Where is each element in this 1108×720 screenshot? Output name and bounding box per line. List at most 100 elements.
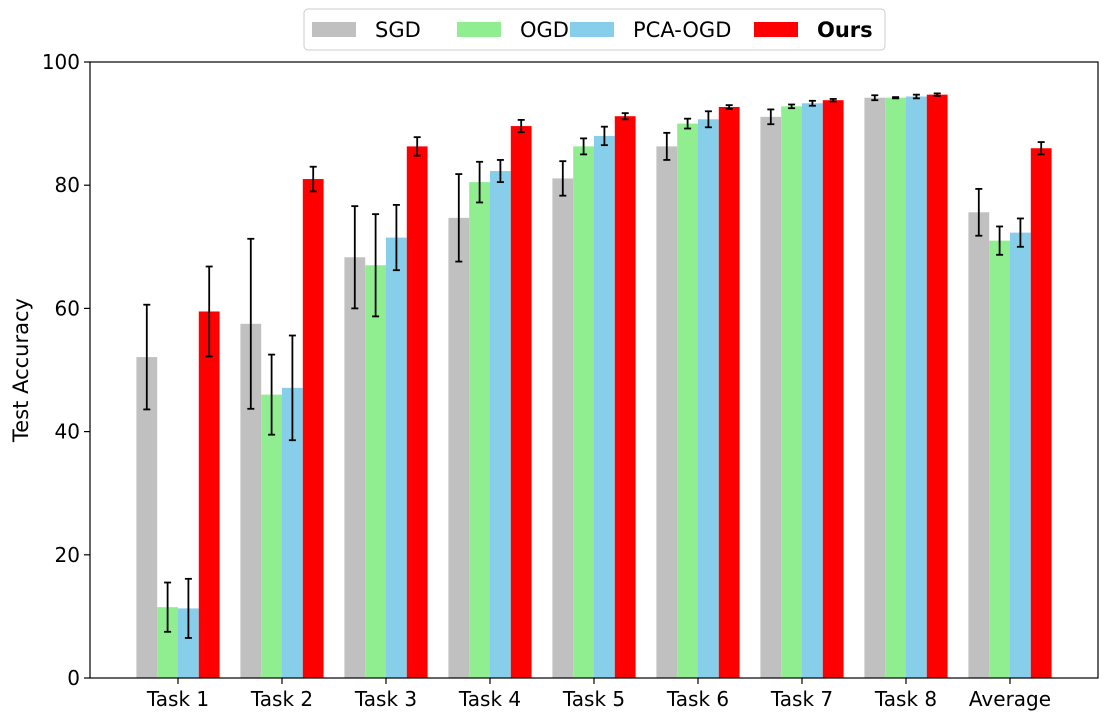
bar-ogd-task-2 (261, 394, 282, 678)
bar-pca-ogd-task-2 (282, 387, 303, 678)
error-bar-sgd-task-4 (455, 173, 463, 263)
bar-ours-average (1030, 148, 1052, 679)
error-bar-ours-task-3 (413, 136, 421, 157)
error-bar-pca-ogd-task-5 (600, 125, 608, 147)
bar-ogd-task-8 (885, 97, 906, 678)
error-bar-ogd-task-8 (892, 96, 900, 100)
bar-sgd-task-5 (552, 178, 574, 678)
bar-pca-ogd-average (1010, 232, 1031, 678)
legend-entry-ours: Ours (754, 18, 873, 42)
bar-sgd-task-7 (760, 116, 782, 679)
bar-ogd-task-7 (781, 106, 802, 679)
error-bar-ours-task-5 (621, 112, 629, 121)
error-bar-sgd-task-1 (143, 303, 151, 411)
bar-sgd-task-2 (240, 323, 262, 678)
bar-ogd-task-4 (469, 182, 490, 678)
error-bar-ogd-average (996, 225, 1004, 256)
bar-sgd-task-6 (656, 146, 678, 679)
error-bar-pca-ogd-task-6 (704, 110, 712, 129)
error-bar-sgd-task-3 (351, 205, 359, 310)
error-bar-sgd-task-8 (871, 94, 879, 102)
bar-ours-task-6 (718, 106, 740, 678)
bar-ours-task-2 (302, 179, 324, 679)
error-bar-pca-ogd-task-8 (912, 93, 920, 100)
bar-ogd-task-3 (365, 265, 386, 678)
y-tick-label: 20 (55, 543, 80, 567)
legend-entry-ogd: OGD (457, 18, 569, 42)
bar-sgd-task-4 (448, 217, 470, 678)
y-axis-title: Test Accuracy (9, 298, 33, 443)
bar-ours-task-1 (198, 311, 220, 678)
bar-ours-task-7 (822, 100, 844, 678)
error-bars-layer (143, 92, 1045, 639)
error-bar-ogd-task-3 (372, 213, 380, 318)
error-bar-pca-ogd-average (1016, 217, 1024, 248)
error-bar-ogd-task-1 (164, 581, 172, 633)
bar-pca-ogd-task-3 (386, 237, 407, 678)
legend-swatch-ogd (457, 22, 501, 37)
legend-label-ogd: OGD (520, 18, 569, 42)
bars-layer (136, 94, 1052, 679)
x-tick-label: Task 3 (354, 687, 417, 711)
error-bar-sgd-average (975, 187, 983, 237)
error-bar-pca-ogd-task-1 (184, 577, 192, 639)
bar-pca-ogd-task-8 (906, 96, 927, 679)
legend-swatch-ours (754, 22, 798, 37)
bar-sgd-average (968, 212, 990, 678)
bar-pca-ogd-task-4 (490, 171, 511, 679)
error-bar-sgd-task-2 (247, 237, 255, 410)
bar-ogd-average (989, 240, 1010, 678)
error-bar-ours-task-7 (829, 98, 837, 103)
error-bar-sgd-task-6 (663, 131, 671, 161)
error-bar-ogd-task-5 (580, 137, 588, 156)
y-tick-label: 80 (55, 173, 80, 197)
x-tick-label: Task 6 (666, 687, 729, 711)
legend-swatch-pca-ogd (570, 22, 614, 37)
bar-ours-task-3 (406, 146, 428, 679)
error-bar-pca-ogd-task-2 (288, 334, 296, 442)
error-bar-ogd-task-6 (684, 117, 692, 130)
error-bar-pca-ogd-task-3 (392, 204, 400, 272)
legend-entry-pca-ogd: PCA-OGD (570, 18, 731, 42)
bar-ogd-task-6 (677, 123, 698, 679)
error-bar-ogd-task-4 (476, 160, 484, 204)
legend-label-pca-ogd: PCA-OGD (633, 18, 731, 42)
error-bar-sgd-task-5 (559, 160, 567, 197)
bar-ogd-task-5 (573, 146, 594, 679)
error-bar-ours-task-1 (205, 265, 213, 358)
bar-pca-ogd-task-7 (802, 103, 823, 679)
x-tick-label: Task 7 (770, 687, 833, 711)
x-tick-label: Average (969, 687, 1051, 711)
y-tick-label: 0 (67, 666, 80, 690)
error-bar-ours-task-8 (933, 92, 941, 97)
error-bar-sgd-task-7 (767, 108, 775, 126)
x-axis: Task 1 Task 2 Task 3 Task 4 Task 5 Task 6 Task… (146, 678, 1051, 711)
bar-ogd-task-1 (157, 607, 178, 678)
y-tick-label: 100 (42, 50, 80, 74)
error-bar-pca-ogd-task-4 (496, 159, 504, 184)
bar-sgd-task-8 (864, 97, 886, 678)
error-bar-ours-task-6 (725, 104, 733, 110)
bar-pca-ogd-task-6 (698, 119, 719, 678)
legend-label-sgd: SGD (375, 18, 421, 42)
legend-entry-sgd: SGD (312, 18, 421, 42)
x-tick-label: Task 1 (146, 687, 209, 711)
error-bar-pca-ogd-task-7 (808, 99, 816, 107)
legend-swatch-sgd (312, 22, 356, 37)
error-bar-ours-task-2 (309, 165, 317, 193)
bar-pca-ogd-task-5 (594, 135, 615, 679)
x-tick-label: Task 8 (874, 687, 937, 711)
y-tick-label: 40 (55, 420, 80, 444)
y-tick-label: 60 (55, 296, 80, 320)
error-bar-ogd-task-2 (268, 353, 276, 436)
error-bar-ours-task-4 (517, 119, 525, 134)
bar-ours-task-8 (926, 94, 948, 678)
bar-sgd-task-1 (136, 357, 158, 678)
error-bar-ogd-task-7 (788, 103, 796, 110)
legend: SGD OGD PCA-OGD Ours (303, 8, 886, 51)
legend-label-ours: Ours (817, 18, 873, 42)
x-tick-label: Task 4 (458, 687, 521, 711)
bar-sgd-task-3 (344, 257, 366, 678)
